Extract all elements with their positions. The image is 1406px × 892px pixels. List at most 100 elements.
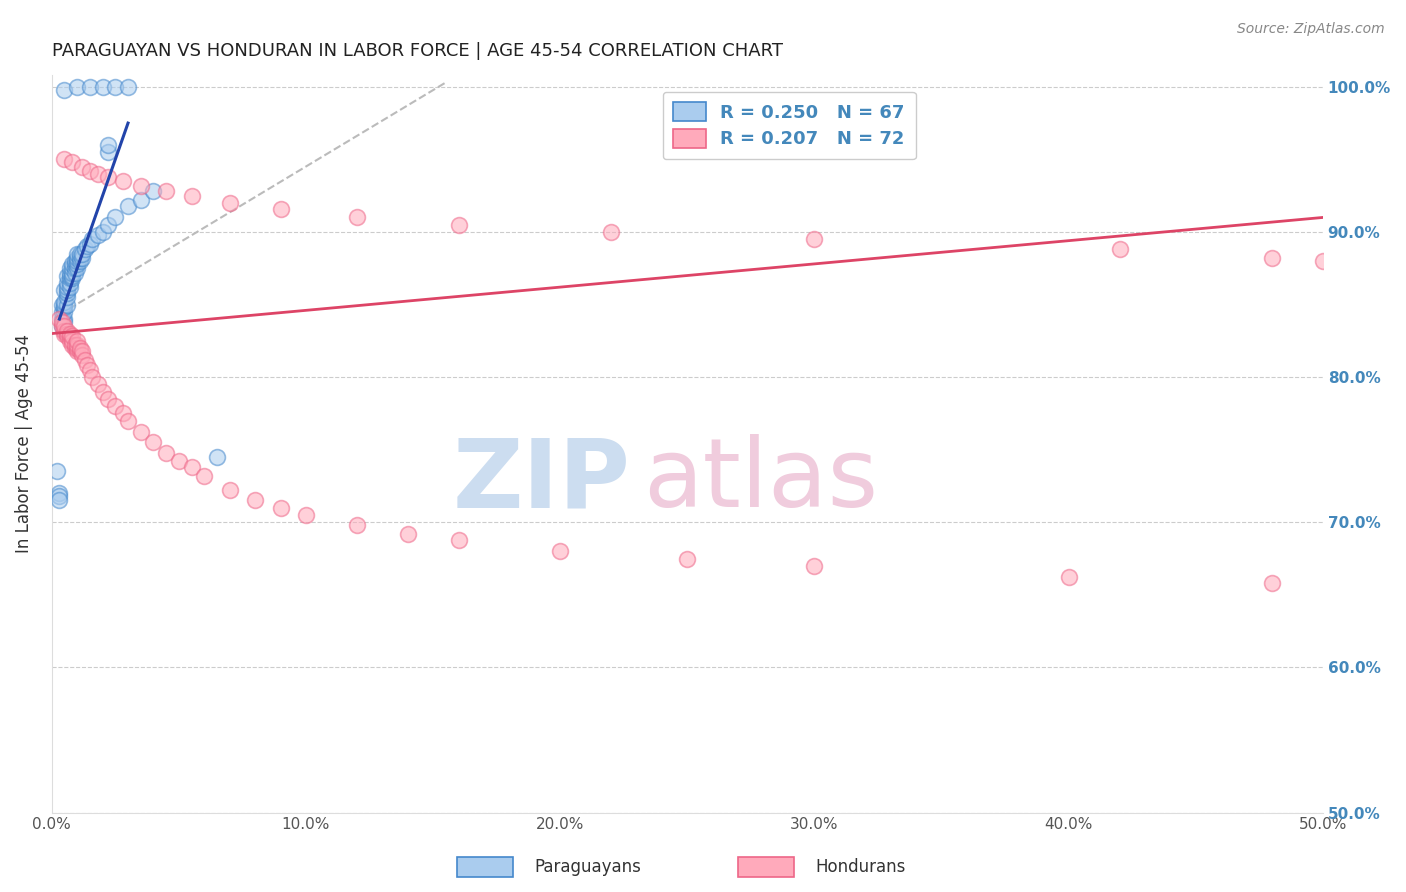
Point <box>60 334 83 348</box>
Point <box>58 334 80 348</box>
Point <box>66 334 89 348</box>
Point <box>58 276 80 290</box>
Point <box>60 329 83 343</box>
Point <box>60 155 83 169</box>
Point <box>91 79 114 94</box>
Point <box>53 297 76 311</box>
Point <box>72 246 94 260</box>
Point <box>53 301 76 315</box>
Text: Source: ZipAtlas.com: Source: ZipAtlas.com <box>1237 22 1385 37</box>
Point <box>76 239 98 253</box>
Point <box>63 257 86 271</box>
Point <box>56 297 79 311</box>
Y-axis label: In Labor Force | Age 45-54: In Labor Force | Age 45-54 <box>15 334 32 553</box>
Point <box>218 483 240 498</box>
Point <box>53 83 76 97</box>
Point <box>676 551 699 566</box>
Point <box>69 254 91 268</box>
Point <box>180 188 202 202</box>
Point <box>104 79 127 94</box>
Point <box>86 227 108 242</box>
Point <box>56 280 79 294</box>
Text: atlas: atlas <box>643 434 877 527</box>
Point <box>803 232 825 246</box>
Point <box>155 184 177 198</box>
Point <box>82 232 104 246</box>
Point <box>73 352 96 367</box>
Point <box>51 319 73 334</box>
Text: PARAGUAYAN VS HONDURAN IN LABOR FORCE | AGE 45-54 CORRELATION CHART: PARAGUAYAN VS HONDURAN IN LABOR FORCE | … <box>52 42 783 60</box>
Point <box>1057 570 1080 584</box>
Point <box>97 137 120 152</box>
Point <box>53 315 76 329</box>
Point <box>53 324 76 338</box>
Point <box>79 236 101 251</box>
Point <box>76 359 98 373</box>
Point <box>142 184 165 198</box>
Text: Hondurans: Hondurans <box>815 858 905 876</box>
Point <box>396 526 419 541</box>
Point <box>270 202 292 216</box>
Point <box>66 254 89 268</box>
Point <box>295 508 318 522</box>
Point <box>97 169 120 184</box>
Point <box>53 153 76 167</box>
Point <box>58 280 80 294</box>
Point <box>66 246 89 260</box>
Point <box>180 460 202 475</box>
Point <box>117 199 139 213</box>
Point <box>72 251 94 265</box>
Point <box>48 489 70 503</box>
Point <box>86 377 108 392</box>
Point <box>56 276 79 290</box>
Point <box>63 261 86 276</box>
Point <box>69 246 91 260</box>
Point <box>48 486 70 500</box>
Point <box>167 454 190 468</box>
Point <box>51 297 73 311</box>
Point <box>56 329 79 343</box>
Point <box>58 271 80 285</box>
Point <box>48 493 70 508</box>
Point <box>48 312 70 326</box>
Point <box>66 341 89 355</box>
Point <box>56 290 79 304</box>
Point <box>60 261 83 276</box>
Point <box>104 399 127 413</box>
Point <box>91 225 114 239</box>
Point <box>66 79 89 94</box>
Point <box>60 268 83 283</box>
Point <box>45 465 67 479</box>
Legend: R = 0.250   N = 67, R = 0.207   N = 72: R = 0.250 N = 67, R = 0.207 N = 72 <box>662 92 915 159</box>
Point <box>129 178 152 193</box>
Point <box>69 343 91 358</box>
Point <box>72 348 94 362</box>
Point <box>243 493 266 508</box>
Point <box>97 145 120 160</box>
Point <box>129 425 152 440</box>
Point <box>51 312 73 326</box>
Point <box>53 283 76 297</box>
Point <box>129 193 152 207</box>
Point <box>60 266 83 280</box>
Point <box>58 261 80 276</box>
Point <box>104 211 127 225</box>
Point <box>447 533 470 547</box>
Point <box>53 319 76 334</box>
Point <box>111 406 134 420</box>
Point <box>600 225 623 239</box>
Point <box>51 315 73 329</box>
Text: ZIP: ZIP <box>453 434 630 527</box>
Point <box>548 544 571 558</box>
Point <box>1261 576 1284 591</box>
Point <box>53 305 76 319</box>
Point <box>97 392 120 406</box>
Point <box>60 271 83 285</box>
Point <box>1261 251 1284 265</box>
Point <box>447 218 470 232</box>
Point <box>346 211 368 225</box>
Point <box>56 285 79 300</box>
Point <box>69 341 91 355</box>
Point <box>97 218 120 232</box>
Point <box>79 363 101 377</box>
